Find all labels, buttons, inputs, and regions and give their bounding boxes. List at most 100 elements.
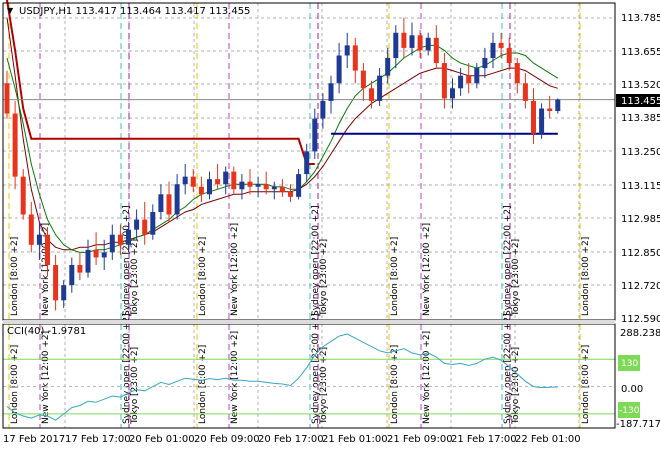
candle-body <box>28 214 34 245</box>
candle-body <box>101 252 107 258</box>
session-lines: London [8:00 +2] London [8:00 +2] New York… <box>8 3 591 428</box>
candle-body <box>142 219 148 235</box>
current-price-tag <box>616 94 660 107</box>
candle-body <box>539 108 545 134</box>
time-tick: 21 Feb 09:00 <box>387 434 453 445</box>
candle-body <box>279 186 285 192</box>
price-tick: 112.720 <box>621 281 660 292</box>
candle-body <box>61 285 67 301</box>
candle-body <box>336 55 342 84</box>
candle-body <box>352 45 358 71</box>
grid-lines <box>3 3 615 428</box>
candle-body <box>198 186 204 195</box>
candle-body <box>126 229 131 245</box>
candle-body <box>69 264 75 286</box>
symbol-header: USDJPY,H1 113.417 113.464 113.417 113.45… <box>19 6 250 17</box>
session-label: Sydney open [22:00 +2] <box>122 205 132 316</box>
price-tick: 113.655 <box>621 47 660 58</box>
candle-body <box>12 113 18 177</box>
candle-body <box>263 184 269 190</box>
candle-body <box>20 176 26 215</box>
candle-body <box>506 47 512 64</box>
session-label: London [8:00 +2] <box>198 345 208 424</box>
cci-axis-max: 288.2388 <box>620 328 660 339</box>
price-axis: 113.785 113.655 113.520 113.385 113.250 … <box>621 13 660 325</box>
candle-body <box>498 42 504 48</box>
panel-separator <box>3 320 615 324</box>
candle-body <box>304 151 310 175</box>
candle-body <box>385 58 391 76</box>
candle-body <box>255 184 261 187</box>
candle-body <box>158 194 164 212</box>
time-axis: 17 Feb 2017 17 Feb 17:00 20 Feb 01:00 20… <box>3 434 581 445</box>
session-label: Tokyo [23:00 +2] <box>511 347 521 425</box>
candle-body <box>109 234 115 253</box>
candle-body <box>312 118 318 152</box>
price-tick: 112.590 <box>621 314 660 325</box>
candle-body <box>417 35 423 51</box>
session-label: London [8:00 +2] <box>390 237 400 316</box>
session-label: New York [12:00 +2] <box>41 223 51 316</box>
candle-body <box>377 75 383 101</box>
session-label: Sydney open [22:00 +2] <box>503 205 513 316</box>
candle-body <box>458 75 464 89</box>
cci-level-tag-lower <box>618 402 640 418</box>
session-label: London [8:00 +2] <box>581 345 591 424</box>
candle-body <box>369 88 374 101</box>
candle-body <box>53 264 59 301</box>
time-tick: 17 Feb 17:00 <box>65 434 131 445</box>
candle-body <box>555 99 561 112</box>
cci-axis-min: -187.7176 <box>616 419 660 430</box>
time-tick: 17 Feb 2017 <box>3 434 65 445</box>
session-label: New York [12:00 +2] <box>230 331 240 424</box>
candle-body <box>150 211 156 235</box>
candle-body <box>207 179 212 195</box>
candle-body <box>474 68 480 84</box>
dropdown-icon[interactable]: ▼ <box>7 6 14 15</box>
price-tick: 112.985 <box>621 214 660 225</box>
candle-body <box>482 58 488 69</box>
candle-body <box>522 83 528 101</box>
session-label: Tokyo [23:00 +2] <box>511 239 521 317</box>
session-label: Sydney open [22:00 +2] <box>503 313 513 424</box>
candle-body <box>134 219 140 230</box>
candle-body <box>223 171 229 185</box>
session-label: Tokyo [23:00 +2] <box>130 347 140 425</box>
price-tick: 113.250 <box>621 147 660 158</box>
candle-body <box>190 176 196 187</box>
candle-body <box>288 191 293 197</box>
time-tick: 20 Feb 09:00 <box>194 434 260 445</box>
candle-body <box>490 42 496 59</box>
session-label: Tokyo [23:00 +2] <box>319 239 329 317</box>
candle-body <box>239 181 245 190</box>
candle-body <box>77 264 83 273</box>
candle-body <box>433 37 439 64</box>
session-label: London [8:00 +2] <box>10 237 20 316</box>
candle-body <box>4 83 10 114</box>
candle-body <box>401 32 407 48</box>
candle-body <box>514 63 520 84</box>
price-tick: 113.385 <box>621 113 660 124</box>
signal-line <box>6 0 315 165</box>
current-price-label: 113.455 <box>621 96 660 107</box>
candle-body <box>247 181 253 187</box>
time-tick: 21 Feb 17:00 <box>451 434 517 445</box>
candle-body <box>450 88 455 99</box>
candle-body <box>215 179 221 185</box>
price-tick: 113.520 <box>621 80 660 91</box>
session-label: New York [12:00 +2] <box>422 223 432 316</box>
candle-body <box>182 176 188 185</box>
time-tick: 20 Feb 17:00 <box>258 434 324 445</box>
session-label: London [8:00 +2] <box>10 345 20 424</box>
candle-body <box>547 108 553 112</box>
session-label: New York [12:00 +2] <box>230 223 240 316</box>
candle-body <box>166 194 172 215</box>
candle-body <box>271 186 277 190</box>
candle-body <box>344 45 350 56</box>
candle-body <box>296 174 302 197</box>
cci-indicator <box>3 333 615 421</box>
session-label: Tokyo [23:00 +2] <box>130 239 140 317</box>
candle-body <box>85 249 91 273</box>
